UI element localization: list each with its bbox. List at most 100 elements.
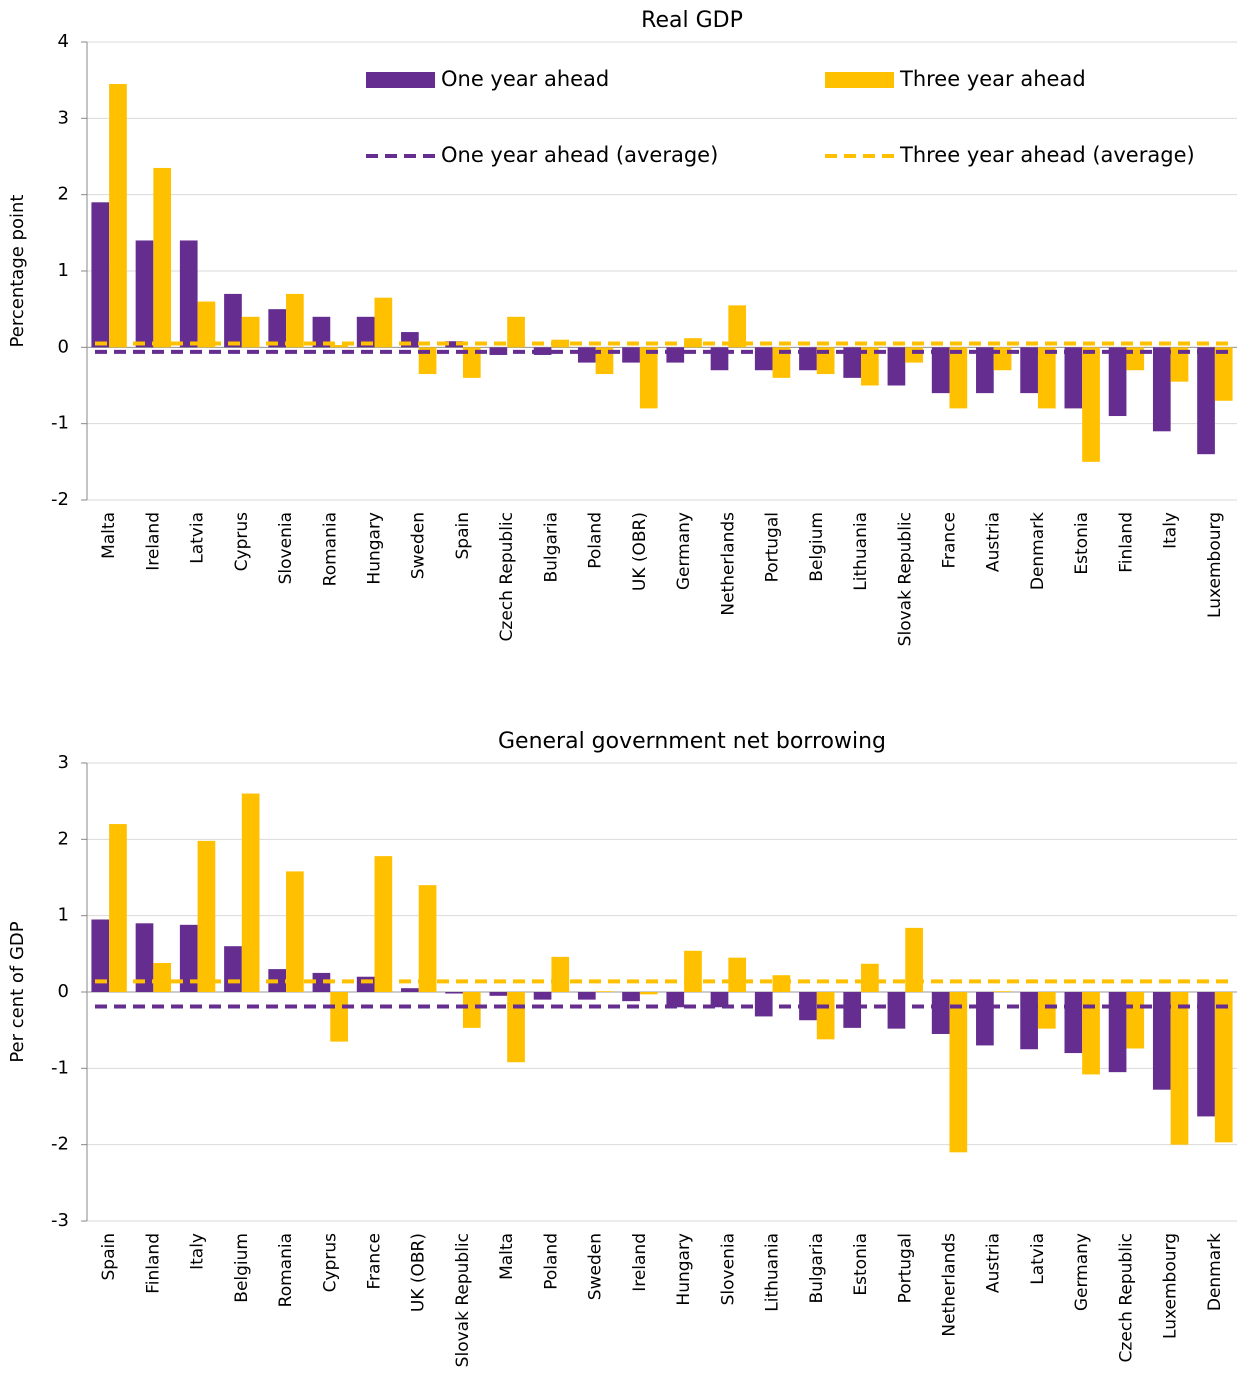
legend-label: One year ahead (average) — [441, 143, 718, 167]
bar — [931, 347, 950, 394]
bar — [1152, 992, 1171, 1090]
x-tick-label: Spain — [99, 1233, 119, 1281]
bar — [418, 347, 437, 375]
x-tick-label: Slovak Republic — [895, 512, 915, 646]
bar — [843, 347, 862, 378]
x-tick-label: Lithuania — [851, 512, 871, 591]
x-tick-label: Czech Republic — [1116, 1233, 1136, 1362]
bar — [949, 992, 968, 1153]
y-tick-label: -1 — [51, 413, 69, 434]
y-axis-label: Percentage point — [7, 195, 28, 348]
bar — [241, 316, 260, 348]
y-tick-label: -1 — [51, 1057, 69, 1078]
bar — [666, 992, 685, 1008]
chart-title: General government net borrowing — [498, 729, 886, 754]
bar — [312, 972, 331, 992]
y-tick-label: 2 — [58, 184, 69, 205]
bar — [418, 885, 437, 992]
x-tick-label: Ireland — [143, 512, 163, 571]
legend-label: Three year ahead (average) — [899, 143, 1195, 167]
legend-label: Three year ahead — [899, 67, 1086, 91]
bar — [1152, 347, 1171, 432]
bar — [887, 347, 906, 386]
bar — [622, 992, 640, 1002]
bar — [91, 919, 110, 992]
bar — [109, 824, 127, 992]
y-tick-label: 2 — [58, 828, 69, 849]
x-tick-label: Estonia — [1072, 512, 1092, 575]
x-tick-label: Romania — [276, 1233, 296, 1307]
bar — [374, 297, 393, 348]
bar — [1197, 347, 1215, 455]
x-tick-label: Italy — [1161, 512, 1181, 549]
bar — [224, 946, 242, 992]
x-tick-label: Hungary — [365, 512, 385, 585]
bar — [728, 957, 747, 992]
bar — [772, 347, 791, 378]
bar — [861, 347, 879, 386]
legend-swatch — [366, 72, 435, 88]
bar — [507, 992, 525, 1063]
bar — [1037, 347, 1056, 409]
bar — [533, 992, 552, 1000]
x-tick-label: France — [365, 1233, 385, 1290]
bar — [622, 347, 640, 363]
bar — [489, 992, 508, 996]
bar — [135, 923, 154, 992]
bar — [861, 963, 879, 992]
x-tick-label: Ireland — [630, 1233, 650, 1292]
legend-swatch — [825, 72, 894, 88]
x-tick-label: Poland — [586, 512, 606, 569]
bar — [462, 347, 481, 378]
x-tick-label: Latvia — [1028, 1233, 1048, 1285]
bar — [595, 347, 614, 375]
x-tick-label: Latvia — [188, 512, 208, 564]
bar — [109, 83, 127, 348]
bar — [179, 924, 198, 992]
bar — [153, 167, 172, 348]
x-tick-label: Cyprus — [320, 1233, 340, 1292]
bar — [1170, 992, 1189, 1145]
legend-label: One year ahead — [441, 67, 609, 91]
bar — [816, 347, 835, 375]
bar — [1170, 347, 1189, 382]
y-tick-label: -2 — [51, 489, 69, 510]
bar — [905, 347, 923, 363]
bar — [710, 992, 729, 1008]
bar — [993, 991, 1012, 992]
x-tick-label: Luxembourg — [1205, 512, 1225, 618]
x-tick-label: Netherlands — [940, 1233, 960, 1337]
y-tick-label: -2 — [51, 1134, 69, 1155]
x-tick-label: Malta — [497, 1233, 517, 1280]
x-tick-label: Sweden — [586, 1233, 606, 1300]
y-tick-label: 4 — [58, 31, 69, 52]
bar — [1214, 347, 1233, 401]
bar — [312, 316, 331, 348]
bar — [816, 992, 835, 1040]
bar — [356, 316, 375, 348]
bar — [286, 871, 304, 992]
bar — [401, 988, 419, 992]
x-tick-label: Hungary — [674, 1233, 694, 1306]
bar — [1020, 992, 1038, 1050]
x-tick-label: Slovenia — [718, 1233, 738, 1305]
bar — [639, 992, 658, 995]
bar — [91, 202, 110, 348]
x-tick-label: Czech Republic — [497, 512, 517, 641]
bar — [445, 341, 463, 348]
x-tick-label: Sweden — [409, 512, 429, 579]
bar — [241, 793, 260, 992]
x-tick-label: Belgium — [807, 512, 827, 582]
bar — [153, 962, 172, 992]
bar — [1108, 992, 1127, 1073]
bar — [1082, 347, 1100, 462]
bar — [931, 992, 950, 1034]
bar — [462, 992, 481, 1028]
bar — [1064, 992, 1083, 1054]
x-tick-label: Slovenia — [276, 512, 296, 584]
bar — [754, 992, 773, 1017]
x-tick-label: Denmark — [1205, 1233, 1225, 1311]
bar — [666, 347, 685, 363]
x-tick-label: Luxembourg — [1161, 1233, 1181, 1339]
bar — [728, 305, 747, 348]
